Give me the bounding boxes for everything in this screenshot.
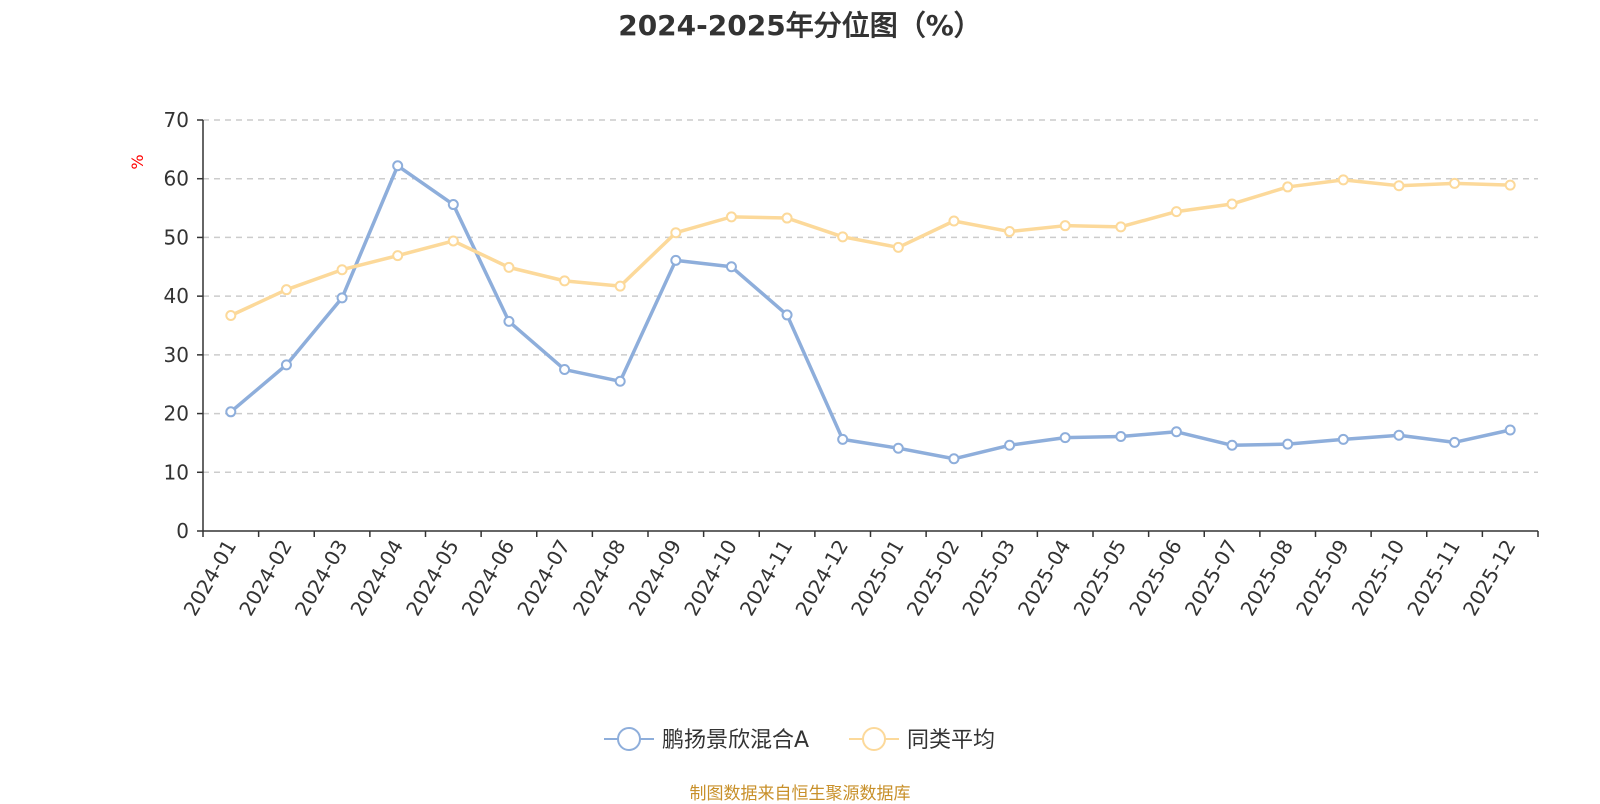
legend-marker-1	[862, 727, 886, 751]
data-point-1-11	[837, 231, 849, 243]
x-tick-label-6: 2024-07	[512, 536, 575, 620]
x-tick-label-0: 2024-01	[179, 536, 242, 620]
data-point-0-3	[392, 160, 404, 172]
data-point-0-20	[1337, 433, 1349, 445]
legend-marker-0	[617, 727, 641, 751]
y-tick-label-7: 70	[164, 108, 189, 132]
data-point-1-4	[447, 235, 459, 247]
y-tick-label-3: 30	[164, 343, 189, 367]
data-point-1-16	[1115, 221, 1127, 233]
data-point-1-12	[892, 241, 904, 253]
x-tick-label-2: 2024-03	[290, 536, 353, 620]
x-tick-label-16: 2025-05	[1069, 536, 1132, 620]
x-tick-label-9: 2024-10	[679, 536, 742, 620]
data-point-0-10	[781, 309, 793, 321]
data-point-1-20	[1337, 174, 1349, 186]
data-source-note: 制图数据来自恒生聚源数据库	[689, 784, 911, 804]
data-point-0-2	[336, 292, 348, 304]
legend-item-1[interactable]: 同类平均	[849, 727, 995, 753]
data-point-1-13	[948, 215, 960, 227]
y-tick-label-1: 10	[164, 460, 189, 484]
data-point-1-3	[392, 250, 404, 262]
data-point-1-14	[1004, 226, 1016, 238]
legend-item-0[interactable]: 鹏扬景欣混合A	[604, 727, 809, 753]
x-tick-label-13: 2025-02	[902, 536, 965, 620]
data-point-1-8	[670, 227, 682, 239]
data-point-0-0	[225, 406, 237, 418]
x-tick-label-23: 2025-12	[1458, 536, 1521, 620]
series-0	[225, 160, 1516, 465]
data-point-1-9	[725, 211, 737, 223]
data-point-1-18	[1226, 198, 1238, 210]
x-tick-label-1: 2024-02	[234, 536, 297, 620]
x-tick-label-4: 2024-05	[401, 536, 464, 620]
x-tick-label-14: 2025-03	[957, 536, 1020, 620]
x-tick-label-19: 2025-08	[1235, 536, 1298, 620]
x-tick-label-17: 2025-06	[1124, 536, 1187, 620]
x-tick-label-15: 2025-04	[1013, 536, 1076, 620]
data-point-1-0	[225, 310, 237, 322]
data-point-0-7	[614, 375, 626, 387]
data-point-0-18	[1226, 439, 1238, 451]
x-tick-label-10: 2024-11	[735, 536, 798, 620]
x-tick-label-8: 2024-09	[624, 536, 687, 620]
data-point-1-15	[1059, 220, 1071, 232]
y-axis-unit: %	[128, 154, 147, 169]
legend-label-0: 鹏扬景欣混合A	[662, 728, 809, 753]
data-point-1-19	[1282, 181, 1294, 193]
data-point-0-14	[1004, 439, 1016, 451]
chart-title: 2024-2025年分位图（%）	[618, 9, 982, 42]
y-tick-label-0: 0	[176, 519, 189, 543]
data-point-0-17	[1170, 426, 1182, 438]
data-point-1-21	[1393, 180, 1405, 192]
data-point-0-16	[1115, 430, 1127, 442]
data-point-0-19	[1282, 438, 1294, 450]
data-point-0-22	[1449, 436, 1461, 448]
grid-lines	[203, 119, 1538, 474]
data-point-1-5	[503, 261, 515, 273]
data-point-0-8	[670, 254, 682, 266]
x-axis-ticks: 2024-012024-022024-032024-042024-052024-…	[179, 531, 1539, 620]
data-point-0-12	[892, 442, 904, 454]
data-point-1-2	[336, 264, 348, 276]
series-line-0	[229, 164, 1511, 461]
x-tick-label-11: 2024-12	[790, 536, 853, 620]
y-tick-label-4: 40	[164, 284, 189, 308]
data-point-1-10	[781, 212, 793, 224]
y-axis-ticks: 0 10 20 30 40 50 60 70	[164, 108, 203, 543]
data-point-0-4	[447, 199, 459, 211]
y-tick-label-2: 20	[164, 402, 189, 426]
data-point-1-7	[614, 280, 626, 292]
x-tick-label-20: 2025-09	[1291, 536, 1354, 620]
y-tick-label-5: 50	[164, 225, 189, 249]
data-point-1-22	[1449, 177, 1461, 189]
data-point-0-21	[1393, 429, 1405, 441]
data-point-0-15	[1059, 432, 1071, 444]
data-point-0-13	[948, 453, 960, 465]
x-tick-label-22: 2025-11	[1402, 536, 1465, 620]
data-point-0-6	[559, 364, 571, 376]
x-tick-label-21: 2025-10	[1347, 536, 1410, 620]
data-point-0-9	[725, 261, 737, 273]
x-tick-label-12: 2025-01	[846, 536, 909, 620]
x-tick-label-18: 2025-07	[1180, 536, 1243, 620]
data-point-0-11	[837, 433, 849, 445]
data-point-0-1	[280, 359, 292, 371]
data-point-1-17	[1170, 206, 1182, 218]
data-point-1-1	[280, 284, 292, 296]
x-tick-label-5: 2024-06	[457, 536, 520, 620]
x-tick-label-3: 2024-04	[345, 536, 408, 620]
data-point-1-23	[1504, 179, 1516, 191]
legend-label-1: 同类平均	[907, 728, 995, 753]
data-point-0-5	[503, 315, 515, 327]
series-1	[225, 174, 1516, 322]
series-line-1	[230, 178, 1511, 318]
x-tick-label-7: 2024-08	[568, 536, 631, 620]
series-group	[225, 160, 1516, 465]
y-tick-label-6: 60	[164, 167, 189, 191]
legend: 鹏扬景欣混合A 同类平均	[604, 727, 995, 753]
data-point-1-6	[559, 275, 571, 287]
data-point-0-23	[1504, 424, 1516, 436]
